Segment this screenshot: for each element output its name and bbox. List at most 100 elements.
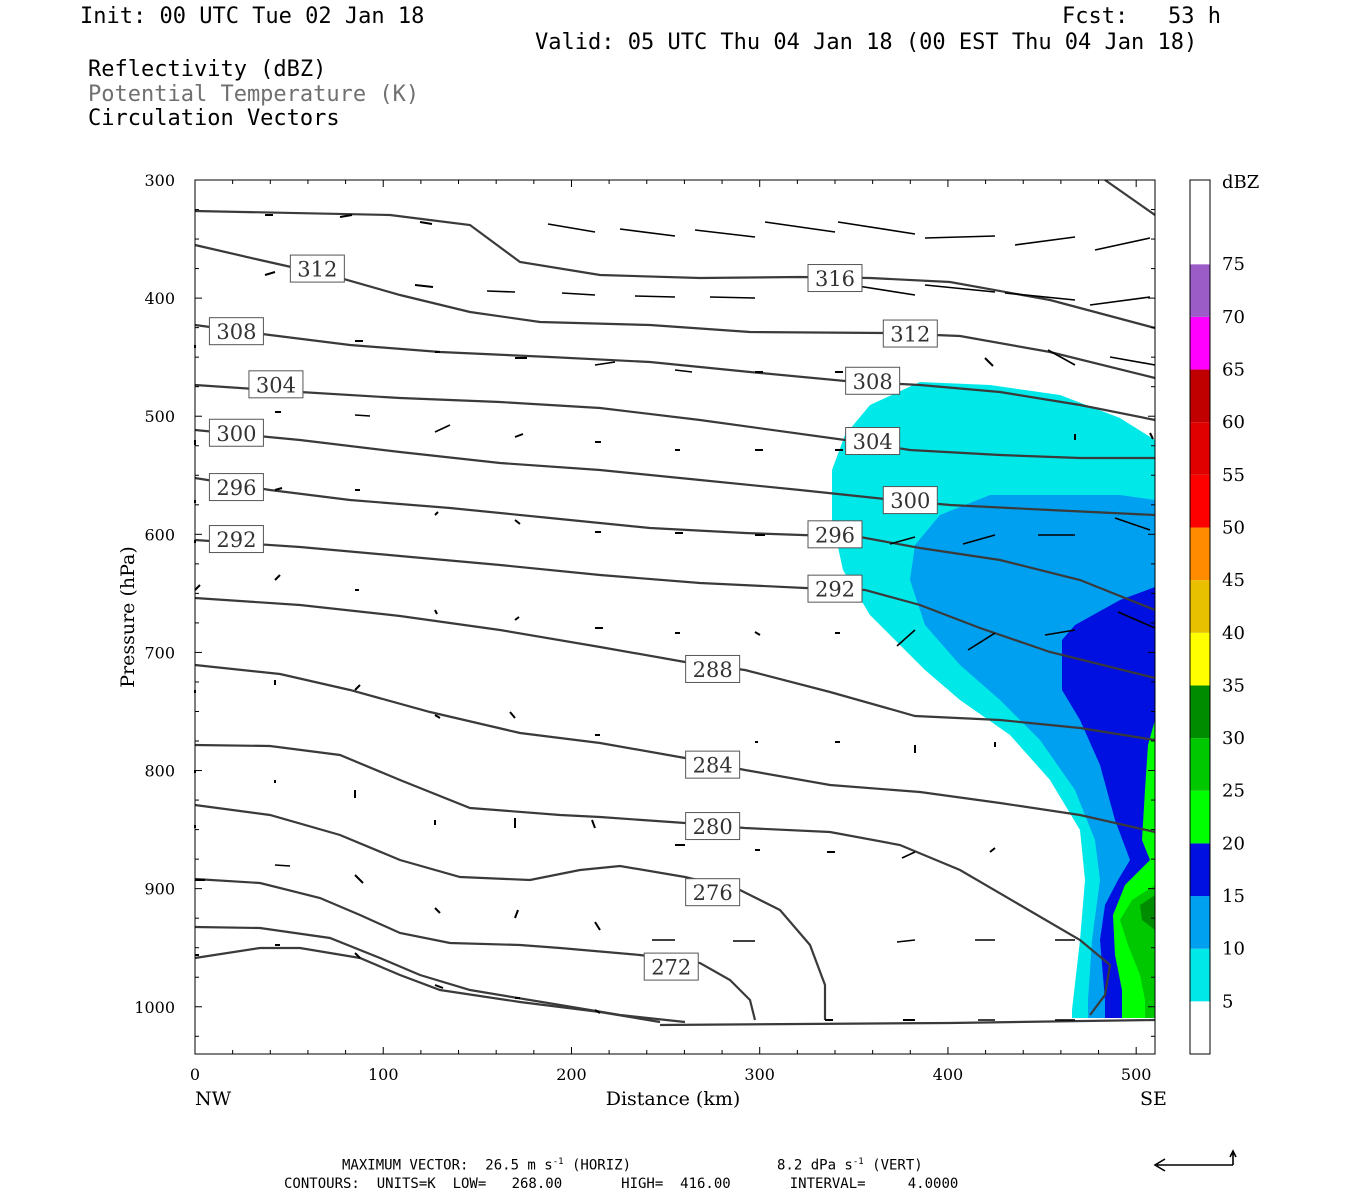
colorbar-level-label: 50 <box>1222 517 1245 538</box>
horiz-text: (HORIZ) <box>572 1157 632 1174</box>
vector-arrow <box>594 361 616 366</box>
y-tick-label: 600 <box>144 525 175 544</box>
vector-arrow <box>619 228 676 237</box>
contour-ground <box>659 1018 1156 1027</box>
vector-arrow <box>1094 237 1151 251</box>
contour-label: 284 <box>693 754 733 778</box>
vector-arrow <box>547 223 596 233</box>
colorbar-swatch <box>1190 790 1210 844</box>
contour-label-box <box>685 812 741 841</box>
colorbar-level-label: 60 <box>1222 412 1245 433</box>
contour-label-box <box>807 264 863 293</box>
contour-284 <box>194 663 1156 834</box>
vector-arrow <box>486 290 516 293</box>
y-axis: 300 400 500 600 700 800 900 1000 <box>134 171 1155 1037</box>
colorbar-level-label: 65 <box>1222 360 1245 381</box>
forecast-hour: Fcst: 53 h <box>1062 4 1221 29</box>
x-end-label-se: SE <box>1140 1088 1167 1110</box>
contour-label-box <box>685 750 741 779</box>
contour-label: 288 <box>693 658 733 682</box>
contour-label: 300 <box>890 489 930 513</box>
contour-272 <box>194 877 757 1021</box>
footer-vert-vector: 8.2 dPa s-1 (VERT) <box>777 1157 923 1174</box>
colorbar-swatch <box>1190 580 1210 633</box>
vector-arrow <box>694 229 756 238</box>
vector-arrow <box>896 629 916 647</box>
x-tick-label: 400 <box>933 1065 964 1084</box>
footer-max-vector: MAXIMUM VECTOR: 26.5 m s-1 (HORIZ) <box>342 1157 631 1174</box>
vector-mark <box>194 214 1154 1021</box>
reference-vector <box>1153 1149 1237 1172</box>
colorbar-level-label: 10 <box>1222 939 1245 960</box>
contour-label: 292 <box>815 578 855 602</box>
colorbar-level-label: 55 <box>1222 465 1245 486</box>
contour-label-box <box>807 574 863 603</box>
contour-280 <box>194 743 1112 1016</box>
colorbar-level-label: 40 <box>1222 623 1245 644</box>
vector-arrow <box>1109 356 1156 366</box>
contour-labels: 316 312 312 308 308 304 304 300 300 296 296 292 292 2… <box>208 254 938 981</box>
contour-label: 304 <box>853 430 893 454</box>
contour-label-box <box>807 520 863 549</box>
x-tick-label: 200 <box>556 1065 587 1084</box>
colorbar-swatch <box>1190 1001 1210 1054</box>
contour-label-box <box>208 525 264 554</box>
vector-arrow <box>709 296 756 299</box>
colorbar-swatch <box>1190 896 1210 949</box>
vector-arrow <box>674 369 693 373</box>
contour-label-box <box>208 317 264 346</box>
colorbar-swatch <box>1190 474 1210 528</box>
contour-label-box <box>882 319 938 348</box>
max-vector-text: MAXIMUM VECTOR: 26.5 m s <box>342 1157 553 1174</box>
colorbar-level-label: 30 <box>1222 728 1245 749</box>
y-tick-label: 800 <box>144 762 175 781</box>
footer-contours: CONTOURS: UNITS=K LOW= 268.00 HIGH= 416.… <box>284 1176 959 1192</box>
contour-label-box <box>845 366 901 395</box>
contour-label-box <box>248 370 304 399</box>
contour-label-box <box>845 427 901 456</box>
colorbar-frame <box>1189 179 1211 1055</box>
contour-label-box <box>208 473 264 502</box>
valid-time: Valid: 05 UTC Thu 04 Jan 18 (00 EST Thu … <box>535 30 1198 55</box>
colorbar-swatch <box>1190 264 1210 317</box>
colorbar-level-label: 35 <box>1222 675 1245 696</box>
x-tick-label: 0 <box>190 1065 200 1084</box>
y-axis-label: Pressure (hPa) <box>117 546 139 688</box>
colorbar-level-label: 45 <box>1222 570 1245 591</box>
field-circulation-vectors: Circulation Vectors <box>88 106 340 131</box>
contour-label: 312 <box>890 323 930 347</box>
colorbar-swatch <box>1190 180 1210 265</box>
colorbar: 5 10 15 20 25 30 35 40 45 50 55 60 65 70 75 <box>1189 179 1245 1055</box>
x-tick-label: 500 <box>1121 1065 1152 1084</box>
vector-arrow <box>1114 517 1151 531</box>
contour-label-box <box>289 254 345 283</box>
reference-vector-arrow <box>1153 1149 1237 1172</box>
contour-label-box <box>685 654 741 683</box>
contour-label: 312 <box>297 258 337 282</box>
theta-contours <box>194 179 1156 1027</box>
x-tick-label: 300 <box>744 1065 775 1084</box>
contour-292 <box>194 538 1156 680</box>
x-tick-label: 100 <box>368 1065 399 1084</box>
vector-arrow <box>1089 296 1151 306</box>
vector-arrow <box>634 295 676 298</box>
vector-arrow <box>1014 236 1076 246</box>
reflectivity-fill <box>832 382 1155 1018</box>
field-potential-temperature: Potential Temperature (K) <box>88 82 420 107</box>
vector-arrow <box>561 292 596 296</box>
vert-text: (VERT) <box>872 1157 923 1174</box>
contour-label: 308 <box>216 320 256 344</box>
y-tick-label: 1000 <box>134 998 175 1017</box>
contour-label: 272 <box>651 956 691 980</box>
contour-316-lower <box>194 209 1156 330</box>
contour-label: 280 <box>693 815 733 839</box>
init-time: Init: 00 UTC Tue 02 Jan 18 <box>80 4 425 29</box>
field-reflectivity: Reflectivity (dBZ) <box>88 57 327 82</box>
vector-arrow <box>354 414 371 417</box>
colorbar-swatch <box>1190 527 1210 581</box>
x-axis-label: Distance (km) <box>606 1088 741 1110</box>
vert-unit: -1 <box>852 1157 864 1167</box>
contour-296 <box>194 476 1156 612</box>
vector-arrow <box>1117 611 1156 629</box>
